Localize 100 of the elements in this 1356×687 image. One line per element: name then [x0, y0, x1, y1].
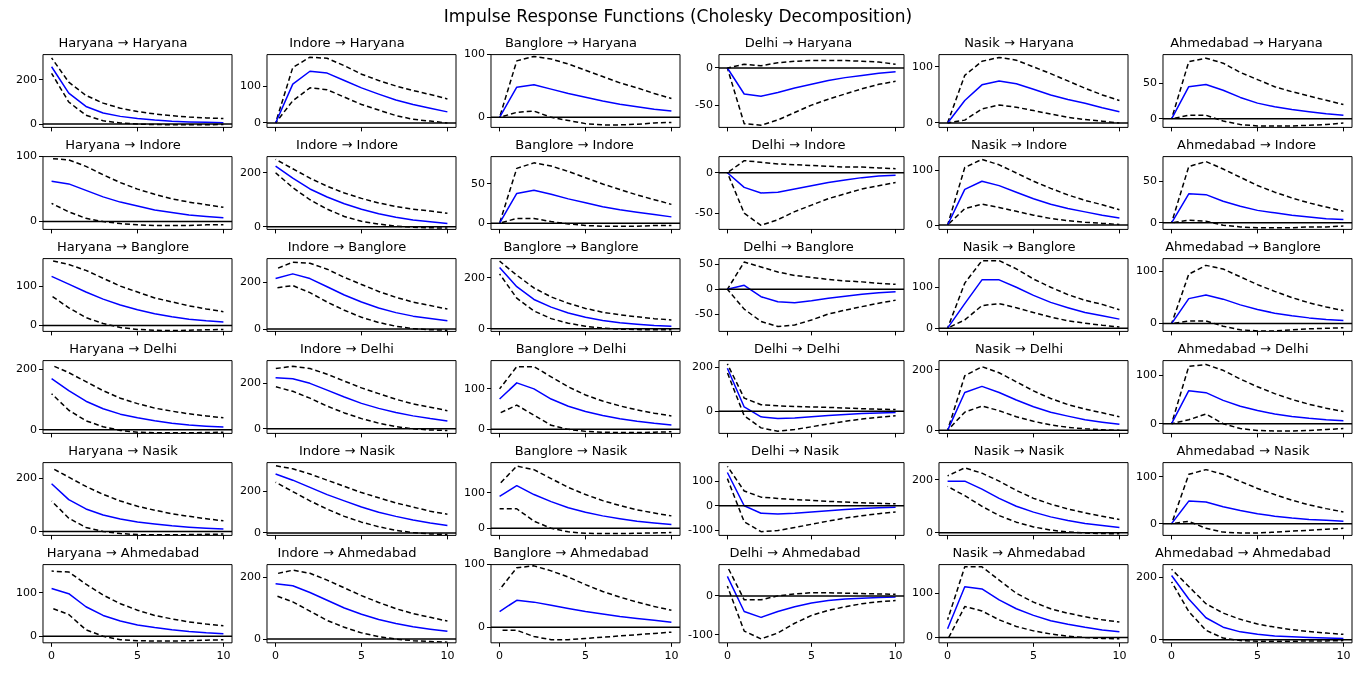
y-tick-label: 100: [16, 279, 37, 293]
chart-title: Indore → Ahmedabad: [277, 545, 417, 561]
y-tick-label: 200: [16, 72, 37, 86]
chart-title: Ahmedabad → Haryana: [1170, 35, 1323, 51]
chart-title: Nasik → Indore: [970, 137, 1068, 153]
y-tick-label: 0: [926, 630, 933, 644]
chart-title: Banglore → Delhi: [515, 341, 627, 357]
x-tick-label: 0: [723, 649, 731, 663]
chart-title: Delhi → Nasik: [750, 443, 840, 459]
chart-title: Nasik → Banglore: [962, 239, 1076, 255]
chart-title: Ahmedabad → Delhi: [1177, 341, 1309, 357]
y-tick-label: -50: [695, 206, 713, 220]
chart-title: Haryana → Ahmedabad: [46, 545, 200, 561]
y-tick-label: -50: [695, 306, 713, 320]
y-tick-label: 0: [30, 524, 37, 538]
chart-title: Delhi → Delhi: [753, 341, 841, 357]
y-tick-label: 0: [254, 525, 261, 539]
y-tick-label: 0: [926, 525, 933, 539]
y-tick-label: 0: [705, 165, 713, 179]
x-tick-label: 5: [134, 649, 141, 663]
y-tick-label: 0: [254, 631, 261, 645]
y-tick-label: 0: [705, 60, 713, 74]
y-tick-label: 0: [1150, 632, 1157, 646]
chart-title: Indore → Indore: [296, 137, 398, 153]
y-tick-label: 0: [254, 421, 261, 435]
chart-title: Indore → Haryana: [289, 35, 405, 51]
chart-title: Indore → Nasik: [298, 443, 396, 459]
x-tick-label: 5: [807, 649, 815, 663]
chart-title: Nasik → Haryana: [964, 35, 1074, 51]
y-tick-label: 0: [705, 282, 713, 296]
x-tick-label: 0: [272, 649, 280, 663]
y-tick-label: 100: [912, 59, 933, 73]
x-tick-label: 5: [358, 649, 365, 663]
chart-title: Nasik → Nasik: [973, 443, 1065, 459]
y-tick-label: 0: [30, 318, 37, 332]
y-tick-label: 200: [16, 471, 37, 485]
y-tick-label: 0: [254, 115, 261, 129]
chart-title: Ahmedabad → Nasik: [1176, 443, 1311, 459]
y-tick-label: 100: [16, 149, 37, 163]
x-tick-label: 10: [216, 649, 231, 663]
y-tick-label: 50: [1143, 76, 1157, 90]
chart-title: Banglore → Nasik: [514, 443, 628, 459]
chart-title: Delhi → Ahmedabad: [729, 545, 861, 561]
y-tick-label: 0: [705, 404, 713, 418]
y-tick-label: 50: [1143, 174, 1157, 188]
chart-title: Haryana → Delhi: [69, 341, 177, 357]
chart-title: Delhi → Banglore: [743, 239, 854, 255]
y-tick-label: 0: [254, 321, 261, 335]
chart-title: Banglore → Ahmedabad: [493, 545, 649, 561]
x-tick-label: 0: [944, 649, 952, 663]
y-tick-label: 200: [912, 472, 933, 486]
x-tick-label: 5: [1030, 649, 1037, 663]
chart-title: Banglore → Banglore: [503, 239, 639, 255]
chart-title: Indore → Banglore: [287, 239, 407, 255]
x-tick-label: 10: [664, 649, 679, 663]
y-tick-label: 0: [254, 219, 261, 233]
y-tick-label: 100: [464, 557, 485, 571]
y-tick-label: 0: [30, 422, 37, 436]
chart-title: Delhi → Indore: [751, 137, 846, 153]
y-tick-label: 0: [478, 521, 485, 535]
y-tick-label: 50: [698, 257, 713, 271]
y-tick-label: 0: [1150, 111, 1157, 125]
y-tick-label: 100: [464, 381, 485, 395]
y-tick-label: 200: [240, 484, 261, 498]
x-tick-label: 0: [496, 649, 504, 663]
x-tick-label: 10: [1112, 649, 1127, 663]
chart-title: Ahmedabad → Ahmedabad: [1154, 545, 1332, 561]
x-tick-label: 10: [440, 649, 455, 663]
x-tick-label: 5: [1254, 649, 1261, 663]
y-tick-label: 0: [926, 217, 933, 231]
chart-title: Nasik → Delhi: [974, 341, 1064, 357]
y-tick-label: 0: [1150, 416, 1157, 430]
y-tick-label: 100: [16, 585, 37, 599]
y-tick-label: 100: [912, 280, 933, 294]
y-tick-label: 200: [240, 165, 261, 179]
chart-title: Banglore → Haryana: [504, 35, 638, 51]
text: Impulse Response Functions (Cholesky Decomposition): [442, 6, 914, 26]
y-tick-label: 0: [30, 116, 37, 130]
x-tick-label: 0: [1168, 649, 1176, 663]
y-tick-label: 100: [912, 586, 933, 600]
y-tick-label: 100: [1136, 264, 1157, 278]
y-tick-label: 0: [926, 423, 933, 437]
y-tick-label: 100: [1136, 368, 1157, 382]
chart-title: Haryana → Indore: [65, 137, 181, 153]
chart-title: Ahmedabad → Banglore: [1165, 239, 1321, 255]
y-tick-label: 0: [478, 110, 485, 124]
chart-title: Indore → Delhi: [300, 341, 394, 357]
y-tick-label: 0: [1150, 516, 1157, 530]
y-tick-label: 100: [240, 78, 261, 92]
y-tick-label: 0: [478, 620, 485, 634]
y-tick-label: 200: [464, 270, 485, 284]
chart-title: Haryana → Nasik: [68, 443, 179, 459]
y-tick-label: 0: [478, 422, 485, 436]
x-tick-label: 10: [1336, 649, 1351, 663]
x-tick-label: 5: [582, 649, 589, 663]
y-tick-label: 0: [1150, 215, 1157, 229]
y-tick-label: 200: [240, 569, 261, 583]
y-tick-label: 0: [478, 216, 485, 229]
x-tick-label: 0: [48, 649, 56, 663]
y-tick-label: 0: [478, 321, 485, 335]
